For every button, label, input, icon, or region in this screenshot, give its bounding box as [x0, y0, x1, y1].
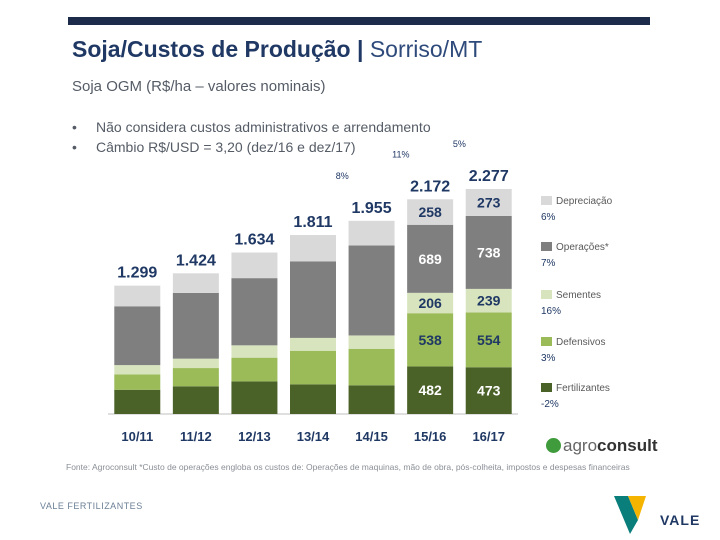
- bar-segment-defensivos: [290, 350, 336, 385]
- legend-label: Defensivos: [556, 337, 605, 348]
- bar-segment-sementes: [114, 365, 161, 375]
- category-tick-label: 14/15: [355, 429, 388, 444]
- segment-value-label: 482: [418, 382, 442, 398]
- vale-logo-icon: [614, 496, 646, 534]
- bullet-item: • Câmbio R$/USD = 3,20 (dez/16 e dez/17): [72, 139, 356, 155]
- segment-value-label: 538: [418, 332, 442, 348]
- bar-segment-operaes: [290, 261, 336, 338]
- category-tick-label: 11/12: [180, 429, 212, 444]
- segment-value-label: 239: [477, 293, 501, 309]
- growth-label: 8%: [336, 171, 349, 181]
- legend-swatch: [541, 196, 552, 205]
- segment-value-label: 554: [477, 332, 501, 348]
- category-tick-label: 16/17: [472, 429, 505, 444]
- bar-segment-sementes: [465, 288, 512, 313]
- segment-value-label: 738: [477, 244, 501, 260]
- legend-swatch: [541, 337, 552, 346]
- legend-label: Operações*: [556, 242, 609, 253]
- bar-segment-fertilizantes: [290, 384, 336, 414]
- category-tick-label: 12/13: [238, 429, 271, 444]
- bar-segment-sementes: [231, 345, 278, 358]
- bar-segment-depreciao: [172, 273, 219, 293]
- bar-segment-operaes: [348, 245, 395, 336]
- bullet-list: • Não considera custos administrativos e …: [72, 117, 431, 157]
- legend-change: 6%: [541, 212, 556, 223]
- agroconsult-logo-icon: [546, 438, 561, 453]
- legend-change: 16%: [541, 306, 561, 317]
- bar-segment-sementes: [290, 337, 336, 351]
- top-accent-bar: [68, 17, 650, 25]
- legend-change: 3%: [541, 353, 556, 364]
- bar-segment-operaes: [465, 215, 512, 289]
- total-label: 1.955: [352, 200, 392, 217]
- bar-segment-operaes: [231, 278, 278, 346]
- agroconsult-logo: agroconsult: [546, 436, 657, 456]
- legend-label: Fertilizantes: [556, 383, 610, 394]
- segment-value-label: 206: [418, 295, 442, 311]
- bar-segment-depreciao: [114, 285, 161, 307]
- legend-change: 7%: [541, 258, 556, 269]
- bar-segment-fertilizantes: [231, 381, 278, 414]
- bar-segment-fertilizantes: [348, 385, 395, 414]
- segment-value-label: 258: [418, 204, 442, 220]
- bar-segment-defensivos: [231, 357, 278, 382]
- growth-label: 11%: [392, 149, 409, 159]
- bar-segment-depreciao: [231, 252, 278, 279]
- bar-segment-defensivos: [348, 348, 395, 386]
- bar-segment-sementes: [407, 292, 454, 314]
- bar-segment-defensivos: [465, 312, 512, 368]
- bar-segment-defensivos: [407, 313, 454, 367]
- segment-value-label: 273: [477, 194, 501, 210]
- source-note: Fonte: Agroconsult *Custo de operações e…: [66, 462, 630, 472]
- vale-logo-text: VALE: [660, 512, 701, 528]
- total-label: 1.299: [117, 265, 157, 282]
- bar-segment-operaes: [172, 292, 219, 359]
- bar-segment-operaes: [114, 306, 161, 366]
- segment-value-label: 689: [418, 251, 442, 267]
- page-title: Soja/Custos de Produção | Sorriso/MT: [72, 36, 482, 63]
- category-tick-label: 10/11: [121, 429, 153, 444]
- bar-segment-fertilizantes: [407, 366, 454, 414]
- legend-label: Depreciação: [556, 196, 613, 207]
- bar-segment-defensivos: [114, 374, 161, 390]
- bar-segment-depreciao: [465, 189, 512, 216]
- segment-value-label: 473: [477, 383, 501, 399]
- title-location: Sorriso/MT: [369, 36, 483, 62]
- legend-swatch: [541, 242, 552, 251]
- bar-segment-sementes: [348, 335, 395, 349]
- footer-company: VALE FERTILIZANTES: [40, 501, 143, 511]
- bar-segment-defensivos: [172, 368, 219, 387]
- bar-segment-fertilizantes: [114, 389, 161, 414]
- total-label: 1.634: [234, 232, 274, 249]
- title-main: Soja/Custos de Produção |: [72, 36, 364, 62]
- page-subtitle: Soja OGM (R$/ha – valores nominais): [72, 78, 326, 95]
- category-tick-label: 15/16: [414, 429, 447, 444]
- bar-segment-depreciao: [407, 199, 454, 225]
- bar-segment-fertilizantes: [172, 386, 219, 414]
- bar-segment-fertilizantes: [465, 367, 512, 414]
- growth-label: 5%: [453, 139, 466, 149]
- legend-label: Sementes: [556, 290, 601, 301]
- total-label: 2.277: [469, 168, 509, 185]
- bar-segment-depreciao: [348, 220, 395, 246]
- bullet-item: • Não considera custos administrativos e …: [72, 119, 431, 135]
- legend-swatch: [541, 290, 552, 299]
- total-label: 1.811: [293, 214, 332, 231]
- total-label: 1.424: [176, 252, 216, 269]
- legend-swatch: [541, 383, 552, 392]
- bar-segment-depreciao: [290, 235, 336, 262]
- total-label: 2.172: [410, 178, 450, 195]
- category-tick-label: 13/14: [297, 429, 330, 444]
- bar-segment-sementes: [172, 358, 219, 369]
- legend-change: -2%: [541, 399, 559, 410]
- bar-segment-operaes: [407, 224, 454, 293]
